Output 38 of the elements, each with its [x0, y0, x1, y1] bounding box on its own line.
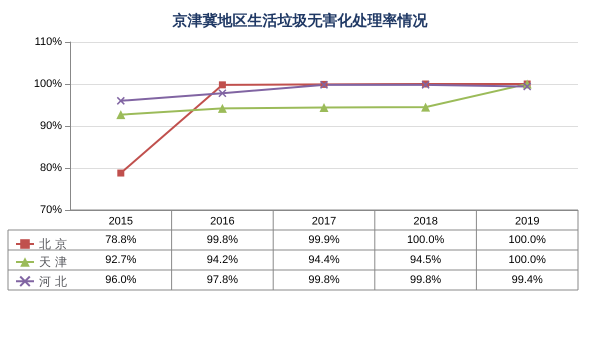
data-label: 94.4% [308, 254, 340, 266]
legend-label: 天 津 [39, 255, 67, 269]
data-label: 99.8% [206, 234, 238, 246]
data-label: 97.8% [206, 274, 238, 286]
data-label: 99.4% [512, 274, 544, 286]
data-label: 100.0% [406, 234, 444, 246]
y-tick-label: 110% [34, 36, 62, 48]
data-label: 94.5% [410, 254, 442, 266]
y-tick-label: 100% [34, 78, 62, 90]
data-label: 96.0% [105, 274, 137, 286]
y-tick-label: 80% [40, 162, 62, 174]
point [116, 110, 126, 120]
data-label: 100.0% [508, 254, 546, 266]
data-label: 92.7% [105, 254, 137, 266]
x-tick-label: 2019 [514, 216, 540, 228]
data-label: 99.8% [308, 274, 340, 286]
data-label: 100.0% [508, 234, 546, 246]
point [320, 103, 328, 112]
point [522, 82, 532, 91]
point [218, 104, 227, 113]
point [116, 96, 126, 106]
x-tick-label: 2015 [108, 216, 134, 228]
legend-label: 北 京 [39, 237, 67, 251]
point [218, 88, 227, 98]
data-label: 99.8% [410, 274, 442, 286]
data-label: 94.2% [206, 254, 238, 266]
point [218, 81, 226, 88]
x-tick-label: 2016 [210, 216, 235, 228]
y-tick-label: 90% [40, 120, 62, 132]
chart-title: 京津冀地区生活垃圾无害化处理率情况 [172, 12, 428, 30]
legend-label: 河 北 [39, 274, 67, 288]
data-label: 78.8% [105, 234, 137, 246]
point [421, 102, 430, 112]
x-tick-label: 2017 [312, 216, 336, 228]
point [117, 170, 124, 177]
data-label: 99.9% [308, 234, 340, 246]
y-tick-label: 70% [40, 204, 62, 216]
x-tick-label: 2018 [413, 216, 438, 228]
